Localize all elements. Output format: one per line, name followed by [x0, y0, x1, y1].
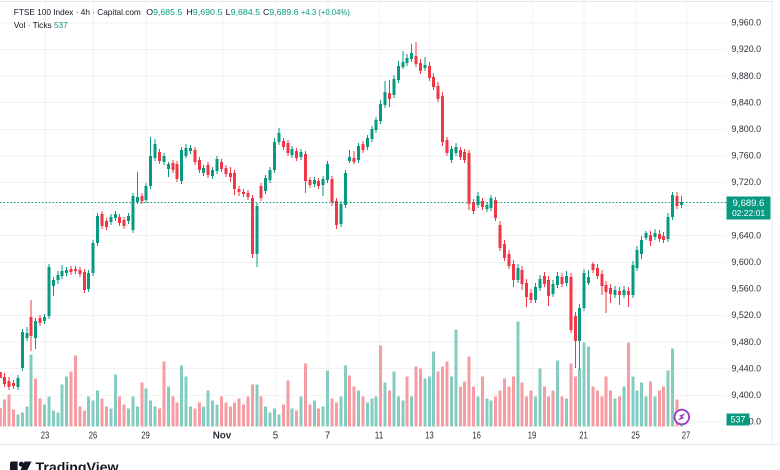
svg-text:9,920.0: 9,920.0 — [732, 44, 762, 54]
svg-text:9,800.0: 9,800.0 — [732, 124, 762, 134]
svg-text:Nov: Nov — [213, 431, 232, 442]
svg-text:9,760.0: 9,760.0 — [732, 151, 762, 161]
svg-text:11: 11 — [375, 431, 384, 442]
svg-text:9,640.0: 9,640.0 — [732, 230, 762, 240]
svg-text:9,880.0: 9,880.0 — [732, 71, 762, 81]
svg-text:23: 23 — [41, 431, 50, 442]
svg-text:537: 537 — [730, 415, 745, 425]
svg-text:9,440.0: 9,440.0 — [732, 363, 762, 373]
svg-text:9,520.0: 9,520.0 — [732, 310, 762, 320]
svg-text:C9,689.6: C9,689.6 — [263, 7, 299, 17]
svg-text:02:22:01: 02:22:01 — [732, 208, 765, 218]
svg-text:29: 29 — [141, 431, 150, 442]
svg-text:9,400.0: 9,400.0 — [732, 390, 762, 400]
svg-text:9,600.0: 9,600.0 — [732, 257, 762, 267]
svg-text:27: 27 — [682, 431, 691, 442]
svg-text:TradingView: TradingView — [36, 460, 119, 470]
svg-text:19: 19 — [528, 431, 537, 442]
svg-text:H9,690.5: H9,690.5 — [186, 7, 222, 17]
svg-text:5: 5 — [273, 431, 279, 442]
svg-text:26: 26 — [89, 431, 98, 442]
svg-text:O9,685.5: O9,685.5 — [146, 7, 182, 17]
svg-text:9,480.0: 9,480.0 — [732, 337, 762, 347]
svg-text:Vol · Ticks 537: Vol · Ticks 537 — [14, 20, 68, 30]
svg-text:9,960.0: 9,960.0 — [732, 18, 762, 28]
svg-text:9,560.0: 9,560.0 — [732, 284, 762, 294]
svg-text:9,720.0: 9,720.0 — [732, 177, 762, 187]
svg-text:25: 25 — [631, 431, 640, 442]
svg-text:9,689.6: 9,689.6 — [733, 198, 765, 209]
svg-text:7: 7 — [325, 431, 330, 442]
svg-text:L9,684.5: L9,684.5 — [226, 7, 261, 17]
svg-text:FTSE 100 Index · 4h · Capital.: FTSE 100 Index · 4h · Capital.com — [14, 7, 141, 17]
svg-text:16: 16 — [472, 431, 481, 442]
svg-text:+4.3 (+0.04%): +4.3 (+0.04%) — [301, 7, 350, 17]
svg-text:13: 13 — [425, 431, 434, 442]
svg-text:9,840.0: 9,840.0 — [732, 97, 762, 107]
svg-text:21: 21 — [579, 431, 588, 442]
